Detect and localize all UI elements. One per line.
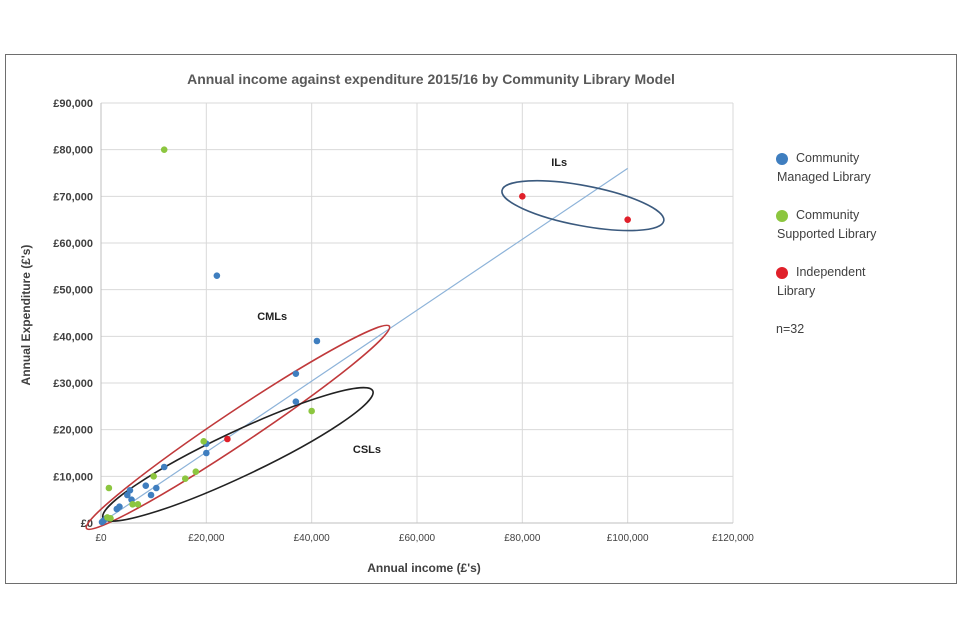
point-s1-4 bbox=[181, 475, 189, 482]
point-s1-10 bbox=[104, 514, 111, 521]
point-s0-17 bbox=[98, 518, 106, 526]
chart-frame: Annual income against expenditure 2015/1… bbox=[5, 54, 957, 584]
point-s0-5 bbox=[203, 449, 210, 457]
point-s0-7 bbox=[142, 482, 150, 489]
y-tick-label-7: £70,000 bbox=[53, 191, 93, 203]
x-tick-label-1: £20,000 bbox=[188, 533, 225, 544]
x-axis-label: Annual income (£'s) bbox=[367, 561, 481, 575]
point-s1-5 bbox=[150, 473, 157, 480]
legend-marker-csl bbox=[776, 209, 788, 222]
ellipse-cmls bbox=[85, 324, 391, 531]
legend-label-cml-line2: Managed Library bbox=[777, 170, 871, 184]
point-s0-0 bbox=[213, 272, 221, 279]
y-axis-label: Annual Expenditure (£'s) bbox=[19, 245, 33, 386]
legend-item-csl: Community Supported Library bbox=[776, 206, 946, 244]
ellipse-csls bbox=[101, 386, 374, 522]
x-tick-label-4: £80,000 bbox=[504, 533, 541, 544]
point-s1-8 bbox=[105, 484, 113, 492]
legend-label-il-line2: Library bbox=[777, 284, 816, 298]
point-s1-7 bbox=[129, 501, 136, 508]
y-tick-label-4: £40,000 bbox=[53, 331, 93, 343]
point-s0-10 bbox=[124, 491, 131, 499]
x-tick-label-6: £120,000 bbox=[712, 533, 754, 544]
annotations: ILs CMLs CSLs bbox=[257, 157, 567, 456]
sample-size-note: n=32 bbox=[776, 322, 805, 336]
annotation-ils: ILs bbox=[551, 157, 567, 169]
scatter-chart: Annual income against expenditure 2015/1… bbox=[19, 71, 754, 575]
point-s1-0 bbox=[160, 146, 168, 153]
x-tick-label-0: £0 bbox=[95, 533, 107, 544]
legend-label-cml-line1: Community bbox=[796, 151, 860, 165]
point-s0-2 bbox=[292, 370, 300, 377]
point-s2-0 bbox=[519, 193, 526, 200]
point-s0-3 bbox=[292, 398, 300, 405]
data-points bbox=[98, 146, 631, 526]
y-tick-labels: £0£10,000£20,000£30,000£40,000£50,000£60… bbox=[53, 98, 93, 530]
trendline-line bbox=[100, 167, 629, 524]
y-tick-label-9: £90,000 bbox=[53, 98, 93, 110]
annotation-cmls: CMLs bbox=[257, 311, 287, 323]
point-s0-6 bbox=[160, 463, 168, 471]
point-s1-1 bbox=[308, 407, 315, 415]
y-tick-label-3: £30,000 bbox=[53, 378, 93, 390]
y-tick-label-5: £50,000 bbox=[53, 285, 93, 297]
legend-marker-cml bbox=[776, 152, 788, 165]
ellipse-ils bbox=[501, 179, 665, 232]
point-s2-2 bbox=[224, 435, 231, 443]
point-s1-6 bbox=[134, 501, 142, 508]
x-tick-labels: £0 £20,000 £40,000 £60,000 £80,000 £100,000 £1… bbox=[95, 533, 754, 544]
y-tick-label-6: £60,000 bbox=[53, 238, 93, 250]
group-ellipses bbox=[85, 179, 665, 531]
x-tick-label-3: £60,000 bbox=[399, 533, 436, 544]
grid-lines bbox=[101, 102, 734, 523]
y-tick-label-2: £20,000 bbox=[53, 425, 93, 437]
legend-label-il-line1: Independent bbox=[796, 265, 866, 279]
legend: Community Managed Library Community Supp… bbox=[776, 149, 946, 339]
y-tick-label-8: £80,000 bbox=[53, 145, 93, 157]
legend-item-cml: Community Managed Library bbox=[776, 149, 946, 187]
annotation-csls: CSLs bbox=[353, 444, 381, 456]
x-tick-label-2: £40,000 bbox=[294, 533, 331, 544]
legend-marker-il bbox=[776, 266, 788, 279]
legend-label-csl-line2: Supported Library bbox=[777, 227, 877, 241]
trendline bbox=[100, 167, 629, 524]
axes bbox=[100, 103, 733, 524]
point-s0-11 bbox=[147, 491, 155, 499]
point-s0-1 bbox=[313, 337, 321, 345]
point-s0-8 bbox=[153, 484, 160, 492]
point-s1-2 bbox=[200, 438, 207, 445]
point-s1-3 bbox=[192, 468, 200, 475]
legend-label-csl-line1: Community bbox=[796, 208, 860, 222]
point-s0-14 bbox=[113, 505, 121, 513]
point-s2-1 bbox=[624, 216, 631, 223]
legend-item-il: Independent Library bbox=[776, 263, 946, 301]
chart-title: Annual income against expenditure 2015/1… bbox=[187, 71, 675, 87]
y-tick-label-1: £10,000 bbox=[53, 471, 93, 483]
x-tick-label-5: £100,000 bbox=[607, 533, 649, 544]
